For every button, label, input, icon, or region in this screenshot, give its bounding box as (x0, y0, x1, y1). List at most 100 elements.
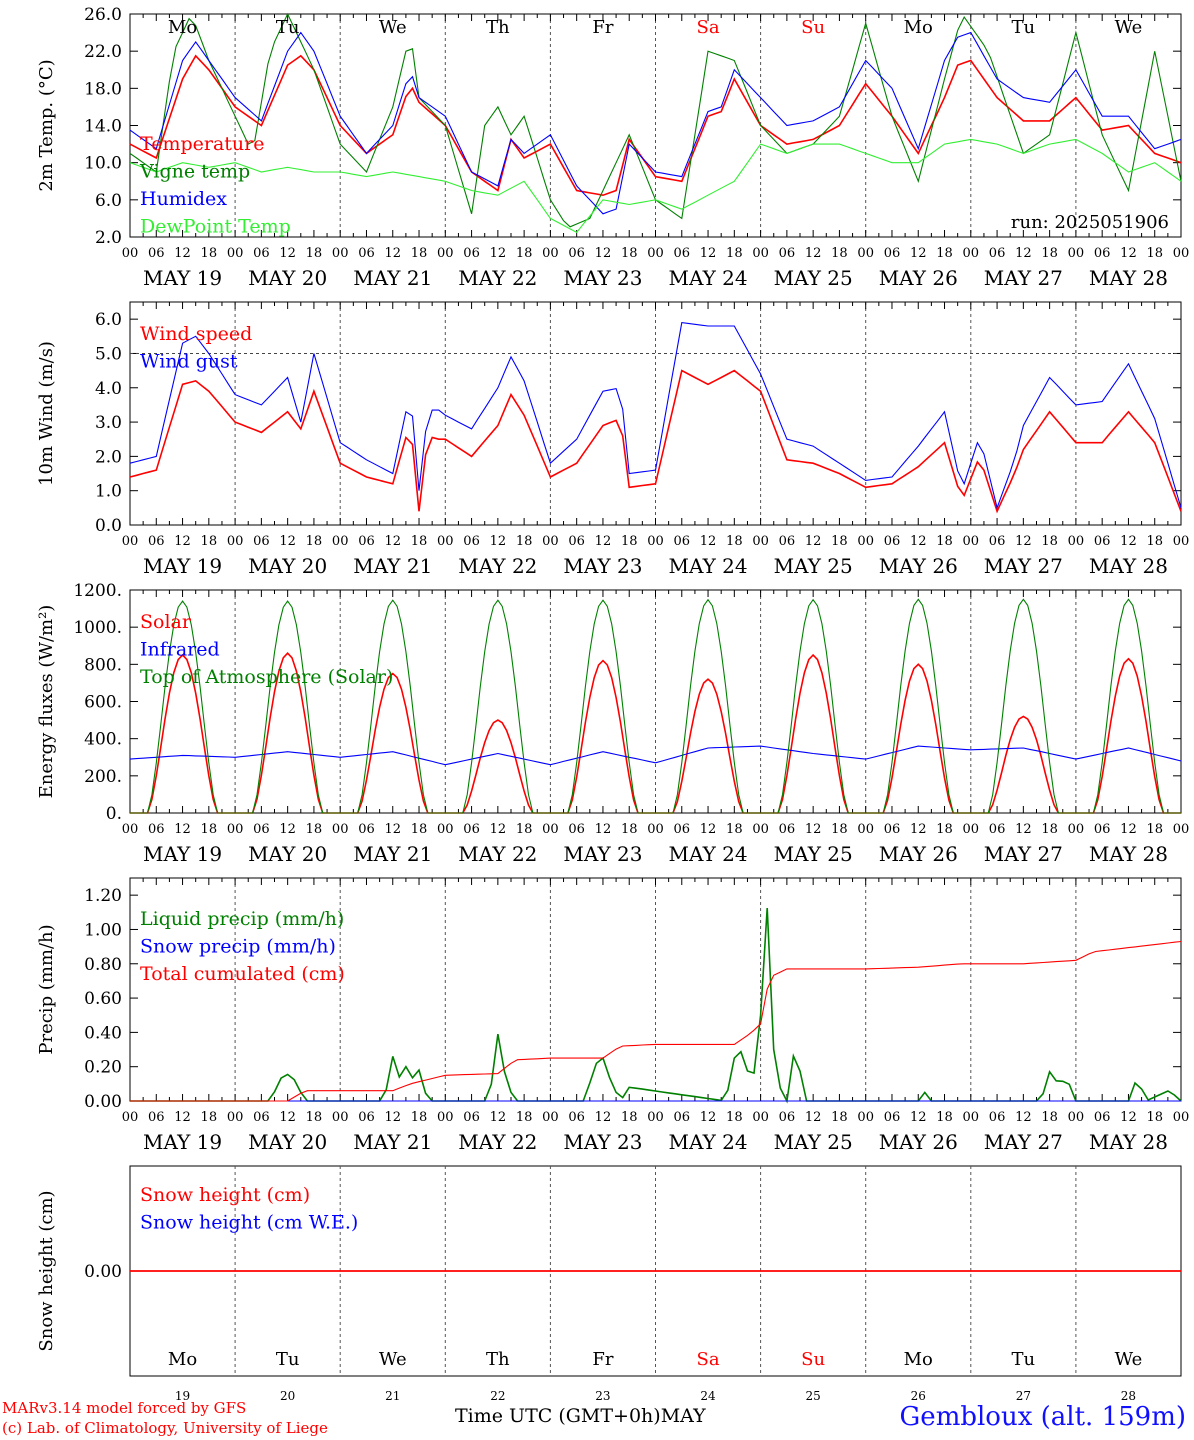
legend-item-2-2: Top of Atmosphere (Solar) (140, 666, 393, 688)
hour-tick-label-1: 06 (253, 534, 270, 549)
hour-tick-label-0: 12 (805, 246, 822, 261)
hour-tick-label-2: 18 (411, 822, 428, 837)
day-number-label: 28 (1121, 1389, 1136, 1403)
hour-tick-label-0: 06 (884, 246, 901, 261)
hour-tick-label-0: 12 (279, 246, 296, 261)
day-label-2: MAY 23 (563, 842, 642, 866)
hour-tick-label-2: 12 (595, 822, 612, 837)
hour-tick-label-3: 18 (1146, 1110, 1163, 1125)
day-label-3: MAY 25 (774, 1130, 853, 1154)
hour-tick-label-0: 12 (1015, 246, 1032, 261)
panel-frame-1 (129, 301, 1182, 526)
hour-tick-label-2: 12 (1120, 822, 1137, 837)
series-line-0-3 (129, 138, 1182, 234)
day-label-0: MAY 28 (1089, 266, 1168, 290)
hour-tick-label-2: 06 (463, 822, 480, 837)
day-label-2: MAY 26 (879, 842, 958, 866)
day-label-3: MAY 20 (248, 1130, 327, 1154)
day-label-3: MAY 24 (668, 1130, 747, 1154)
hour-tick-label-1: 00 (1173, 534, 1190, 549)
hour-tick-label-2: 18 (726, 822, 743, 837)
hour-tick-label-2: 06 (358, 822, 375, 837)
y-axis-label-2: Energy fluxes (W/m²) (36, 605, 57, 799)
hour-tick-label-1: 00 (437, 534, 454, 549)
model-credit: MARv3.14 model forced by GFS (2, 1399, 247, 1417)
y-axis-label-0: 2m Temp. (°C) (36, 59, 57, 191)
hour-tick-label-0: 18 (726, 246, 743, 261)
hour-tick-label-2: 00 (857, 822, 874, 837)
hour-tick-label-2: 06 (568, 822, 585, 837)
hour-tick-label-1: 18 (516, 534, 533, 549)
hour-tick-label-3: 18 (726, 1110, 743, 1125)
y-tick-label-0: 6.0 (95, 191, 122, 211)
day-label-1: MAY 20 (248, 554, 327, 578)
y-tick-label-0: 22.0 (84, 42, 122, 62)
hour-tick-label-2: 12 (700, 822, 717, 837)
hour-tick-label-3: 12 (384, 1110, 401, 1125)
legend-item-0-1: Vigne temp (139, 161, 250, 183)
day-number-label: 20 (280, 1389, 295, 1403)
hour-tick-label-3: 00 (437, 1110, 454, 1125)
hour-tick-label-0: 12 (910, 246, 927, 261)
hour-tick-label-1: 12 (279, 534, 296, 549)
hour-tick-label-3: 12 (490, 1110, 507, 1125)
hour-tick-label-0: 12 (595, 246, 612, 261)
hour-tick-label-1: 18 (831, 534, 848, 549)
y-tick-label-2: 200. (84, 767, 122, 787)
day-label-1: MAY 23 (563, 554, 642, 578)
legend-item-1-1: Wind gust (140, 351, 238, 373)
legend-item-4-1: Snow height (cm W.E.) (140, 1212, 358, 1234)
y-tick-label-3: 0.60 (84, 989, 122, 1009)
hour-tick-label-2: 00 (227, 822, 244, 837)
y-tick-label-1: 4.0 (95, 379, 122, 399)
day-label-2: MAY 27 (984, 842, 1063, 866)
series-line-2-1 (129, 745, 1182, 766)
hour-tick-label-1: 18 (726, 534, 743, 549)
weekday-label-top: Mo (904, 17, 933, 38)
hour-tick-label-2: 00 (752, 822, 769, 837)
hour-tick-label-2: 12 (174, 822, 191, 837)
day-number-label: 22 (490, 1389, 505, 1403)
hour-tick-label-3: 06 (463, 1110, 480, 1125)
day-label-0: MAY 22 (458, 266, 537, 290)
hour-tick-label-0: 06 (253, 246, 270, 261)
hour-tick-label-0: 00 (1068, 246, 1085, 261)
hour-tick-label-0: 00 (1173, 246, 1190, 261)
hour-tick-label-3: 06 (779, 1110, 796, 1125)
hour-tick-label-3: 00 (122, 1110, 139, 1125)
hour-tick-label-2: 18 (1146, 822, 1163, 837)
y-tick-label-3: 1.00 (84, 920, 122, 940)
hour-tick-label-3: 06 (358, 1110, 375, 1125)
hour-tick-label-2: 00 (647, 822, 664, 837)
y-tick-label-0: 18.0 (84, 79, 122, 99)
hour-tick-label-3: 00 (963, 1110, 980, 1125)
y-tick-label-1: 3.0 (95, 413, 122, 433)
hour-tick-label-0: 12 (1120, 246, 1137, 261)
hour-tick-label-3: 12 (700, 1110, 717, 1125)
hour-tick-label-2: 00 (1068, 822, 1085, 837)
hour-tick-label-3: 12 (1015, 1110, 1032, 1125)
hour-tick-label-3: 18 (1041, 1110, 1058, 1125)
day-label-0: MAY 26 (879, 266, 958, 290)
hour-tick-label-1: 00 (122, 534, 139, 549)
hour-tick-label-0: 18 (1146, 246, 1163, 261)
hour-tick-label-0: 00 (752, 246, 769, 261)
hour-tick-label-3: 12 (1120, 1110, 1137, 1125)
day-label-0: MAY 25 (774, 266, 853, 290)
hour-tick-label-1: 12 (490, 534, 507, 549)
series-line-1-1 (129, 321, 1182, 510)
hour-tick-label-2: 06 (779, 822, 796, 837)
y-tick-label-3: 0.40 (84, 1023, 122, 1043)
hour-tick-label-0: 18 (831, 246, 848, 261)
y-tick-label-1: 2.0 (95, 447, 122, 467)
y-axis-label-3: Precip (mm/h) (36, 924, 57, 1054)
weekday-label-bottom: We (379, 1349, 407, 1370)
day-label-3: MAY 19 (143, 1130, 222, 1154)
hour-tick-label-1: 12 (1015, 534, 1032, 549)
hour-tick-label-2: 00 (122, 822, 139, 837)
hour-tick-label-3: 00 (542, 1110, 559, 1125)
day-label-1: MAY 25 (774, 554, 853, 578)
hour-tick-label-2: 18 (306, 822, 323, 837)
panel-frame-0 (129, 13, 1182, 238)
y-tick-label-1: 6.0 (95, 310, 122, 330)
